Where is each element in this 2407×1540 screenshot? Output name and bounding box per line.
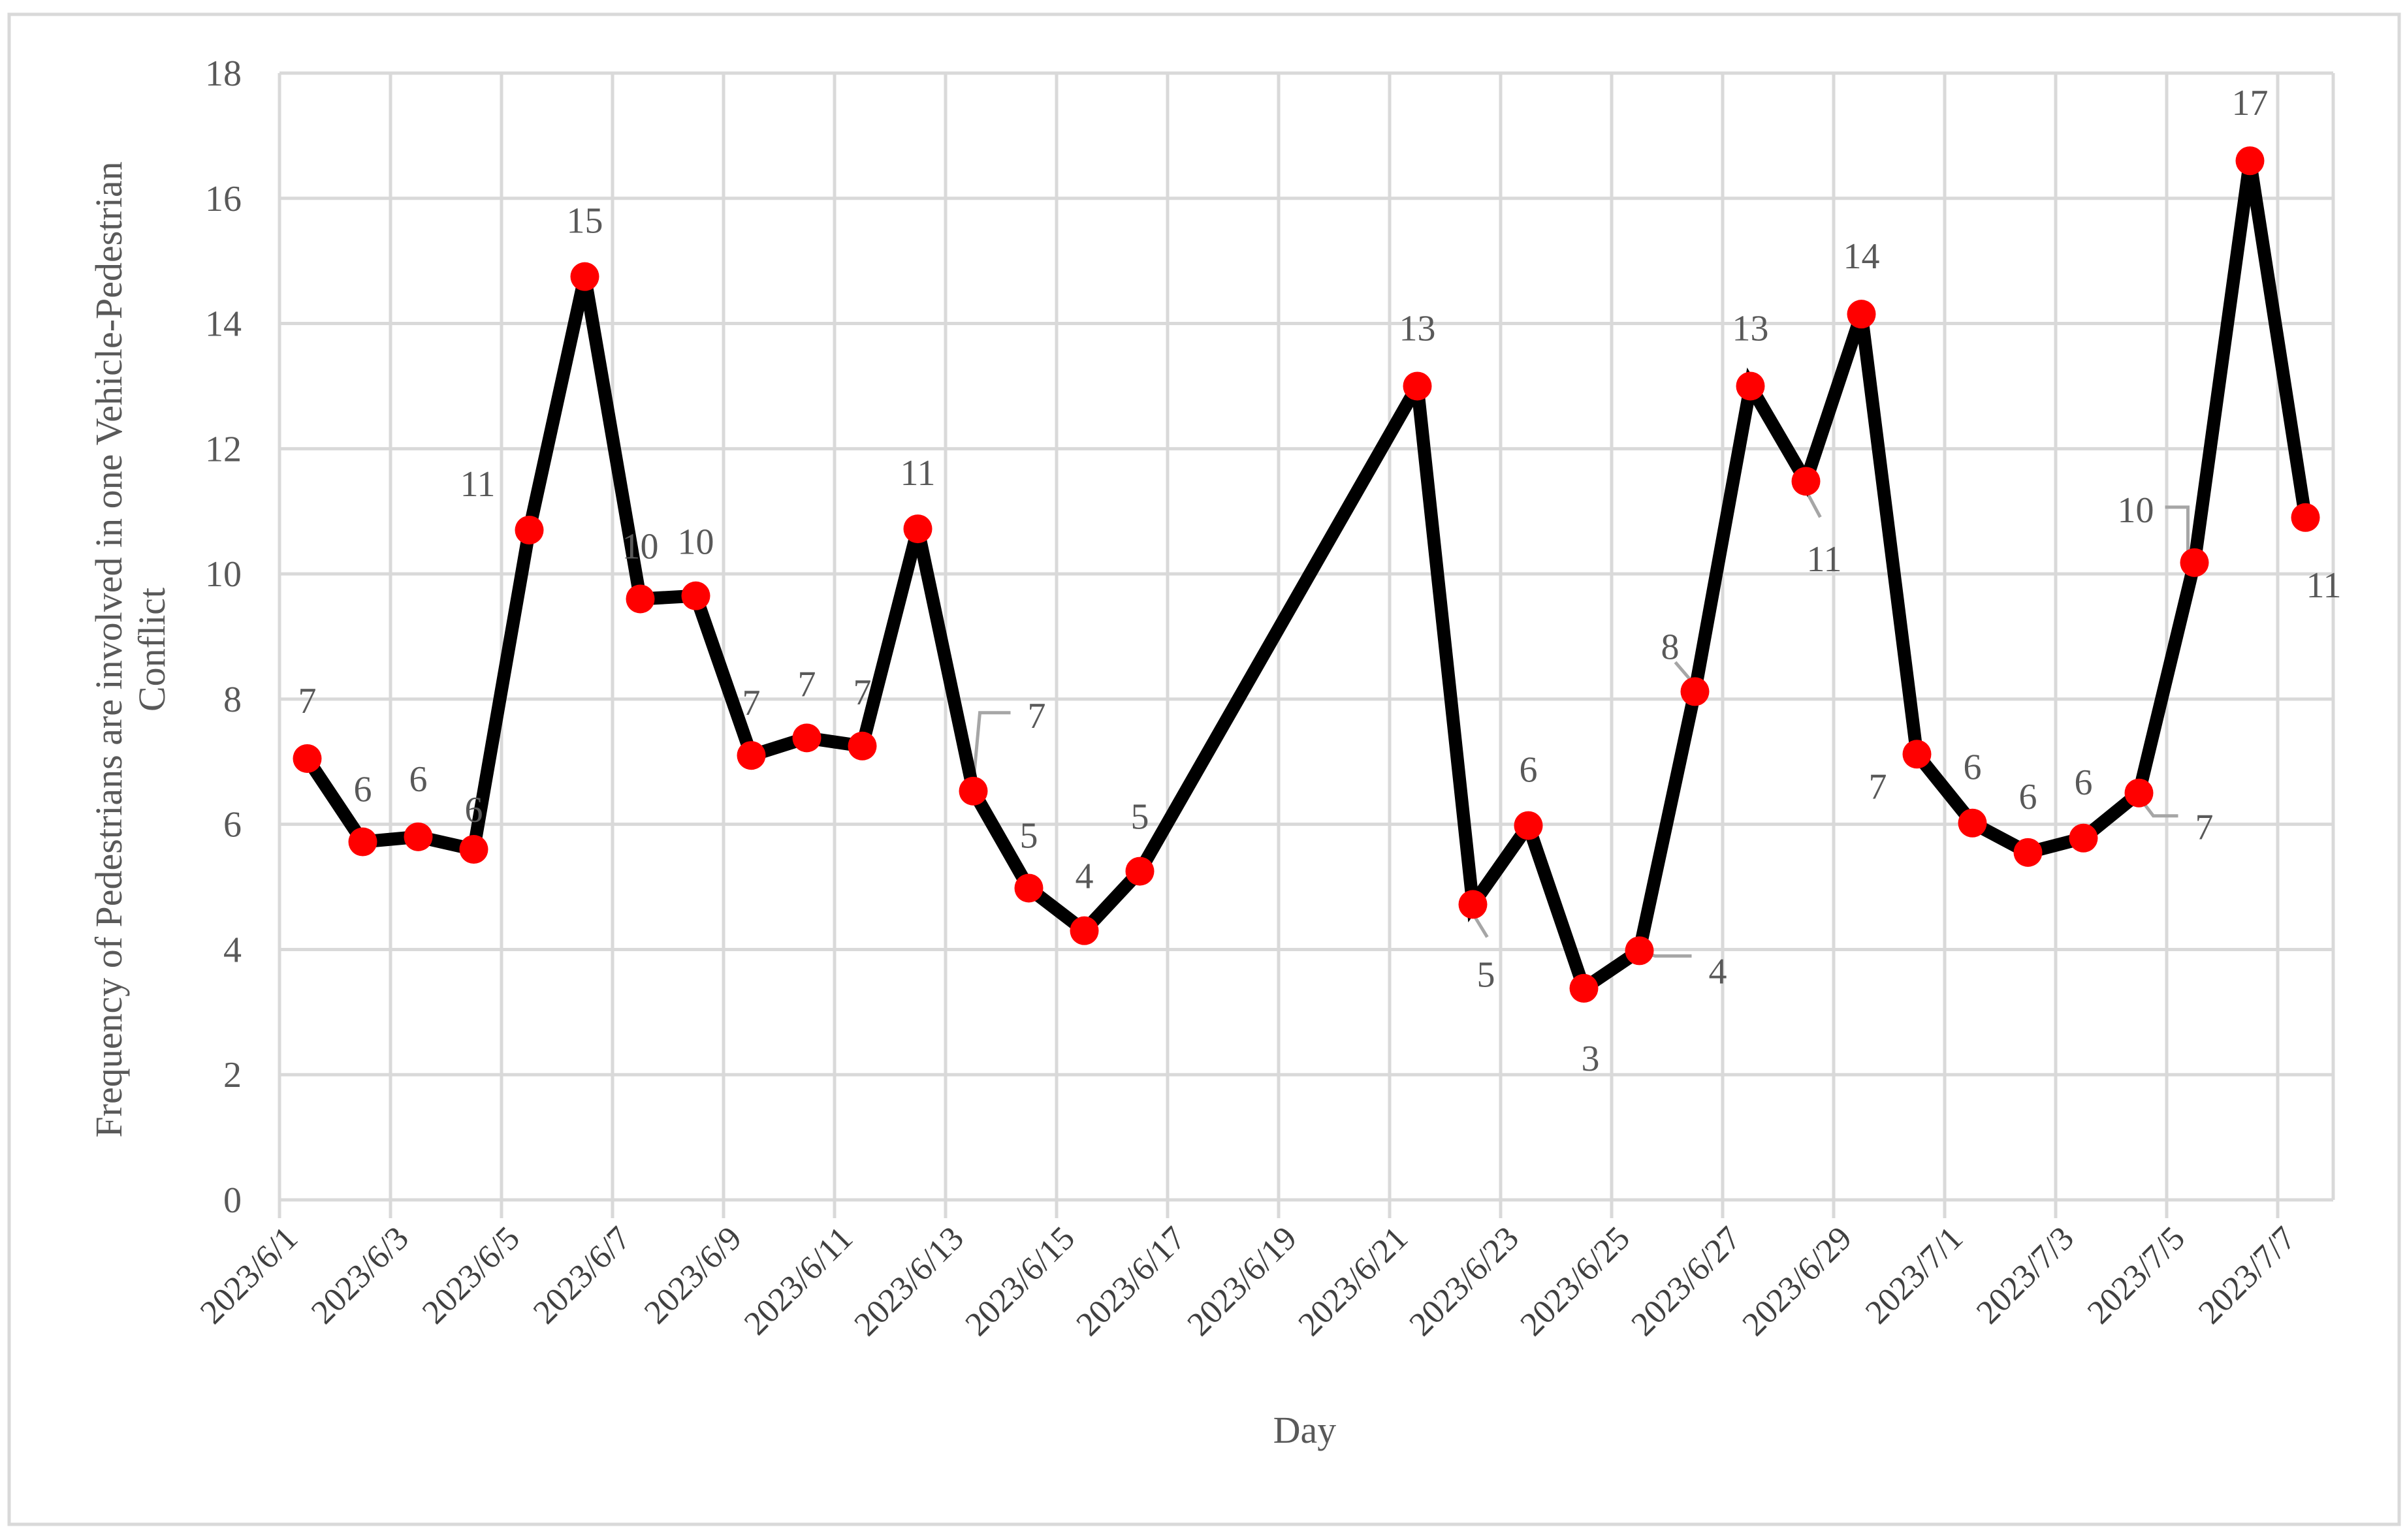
data-point	[2235, 146, 2265, 176]
x-axis-title: Day	[1273, 1409, 1337, 1451]
y-tick-label: 4	[223, 930, 242, 970]
data-point	[515, 515, 544, 544]
data-label: 6	[1520, 750, 1538, 791]
data-point	[570, 262, 599, 291]
data-point	[1014, 873, 1044, 903]
data-label: 7	[1869, 766, 1887, 807]
data-label: 4	[1076, 856, 1094, 897]
data-label: 15	[567, 201, 603, 242]
y-axis-title: Frequency of Pedestrians are involved in…	[88, 161, 173, 1137]
data-label: 11	[460, 464, 496, 505]
data-label: 14	[1843, 236, 1880, 277]
data-point	[1680, 677, 1710, 706]
data-label: 13	[1399, 308, 1436, 349]
data-label: 7	[298, 681, 317, 721]
data-point	[792, 723, 821, 753]
y-tick-label: 14	[205, 304, 242, 345]
data-label: 7	[2195, 808, 2214, 848]
y-tick-label: 16	[205, 179, 242, 219]
y-tick-label: 0	[223, 1180, 242, 1221]
data-point	[2180, 548, 2209, 577]
series-markers	[293, 146, 2320, 1003]
data-point	[1514, 811, 1543, 840]
data-point	[626, 584, 655, 614]
data-point	[1958, 808, 1987, 838]
data-point	[1902, 740, 1932, 769]
data-point	[1625, 936, 1654, 966]
data-point	[1458, 890, 1488, 919]
data-point	[2291, 503, 2320, 532]
data-point	[903, 514, 933, 544]
data-label: 6	[2019, 777, 2037, 817]
data-label: 6	[465, 790, 483, 830]
data-label: 11	[1807, 539, 1842, 580]
data-label: 13	[1732, 308, 1769, 349]
data-point	[737, 741, 766, 770]
data-label: 10	[678, 522, 714, 563]
data-point	[1569, 973, 1599, 1003]
y-axis-title-line: Frequency of Pedestrians are involved in…	[88, 161, 130, 1137]
data-point	[2124, 778, 2154, 808]
data-label: 7	[1028, 696, 1046, 736]
data-point	[1736, 371, 1765, 401]
data-label: 7	[798, 664, 816, 704]
data-point	[1070, 916, 1099, 945]
data-point	[1125, 856, 1155, 886]
data-point	[681, 581, 710, 610]
data-point	[348, 827, 377, 856]
data-point	[459, 835, 488, 864]
data-label: 3	[1582, 1039, 1600, 1079]
y-tick-label: 12	[205, 429, 242, 469]
y-axis-title-line: Conflict	[131, 588, 173, 712]
y-tick-label: 2	[223, 1055, 242, 1095]
data-point	[2069, 823, 2098, 853]
data-label: 17	[2232, 83, 2269, 123]
data-label: 11	[901, 453, 936, 494]
data-point	[1847, 300, 1876, 329]
data-label-leader	[2165, 505, 2190, 551]
y-tick-label: 18	[205, 54, 242, 94]
data-point	[959, 776, 988, 806]
data-point	[848, 731, 877, 761]
data-label: 6	[2075, 762, 2093, 803]
data-label: 10	[622, 526, 659, 567]
data-label: 6	[409, 759, 428, 800]
y-tick-label: 8	[223, 680, 242, 720]
data-label: 7	[853, 672, 872, 713]
y-tick-label: 10	[205, 554, 242, 595]
data-label: 7	[742, 683, 761, 723]
gridlines	[278, 71, 2335, 1218]
data-label: 10	[2118, 490, 2154, 531]
y-axis-ticks: 0 2 4 6 8 10 12 14 16 18	[205, 54, 242, 1221]
data-label: 5	[1477, 954, 1495, 995]
data-label: 6	[1964, 747, 1982, 788]
data-point	[1791, 467, 1821, 496]
data-label: 4	[1709, 951, 1727, 992]
data-label: 8	[1661, 627, 1680, 667]
data-label-leader	[972, 711, 1011, 784]
data-label: 5	[1020, 815, 1038, 856]
data-point	[2013, 838, 2043, 867]
data-point	[1403, 371, 1432, 401]
data-point	[404, 822, 433, 851]
data-label: 5	[1131, 797, 1149, 838]
data-label: 11	[2306, 565, 2342, 606]
y-tick-label: 6	[223, 805, 242, 845]
data-label: 6	[354, 770, 372, 810]
data-point	[293, 744, 322, 773]
